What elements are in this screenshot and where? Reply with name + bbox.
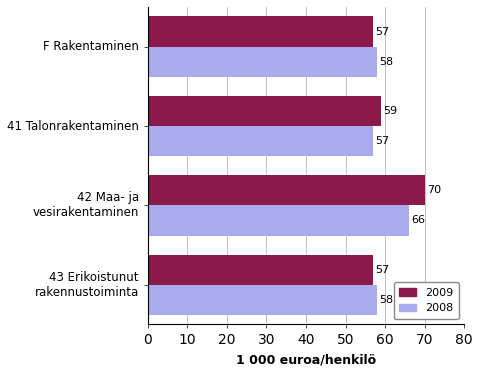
Text: 57: 57 — [375, 265, 389, 275]
Bar — [148, 285, 377, 315]
Text: 57: 57 — [375, 26, 389, 37]
Bar — [148, 96, 381, 126]
Text: 66: 66 — [411, 216, 425, 226]
Text: 57: 57 — [375, 136, 389, 146]
Legend: 2009, 2008: 2009, 2008 — [394, 282, 459, 319]
Text: 59: 59 — [383, 106, 397, 116]
Bar — [148, 206, 409, 236]
Text: 58: 58 — [379, 57, 393, 67]
Text: 70: 70 — [427, 185, 441, 195]
Text: 58: 58 — [379, 295, 393, 305]
Bar — [148, 126, 373, 156]
Bar — [148, 47, 377, 77]
Bar — [148, 175, 425, 206]
Bar — [148, 255, 373, 285]
Bar — [148, 16, 373, 47]
X-axis label: 1 000 euroa/henkilö: 1 000 euroa/henkilö — [236, 353, 376, 366]
